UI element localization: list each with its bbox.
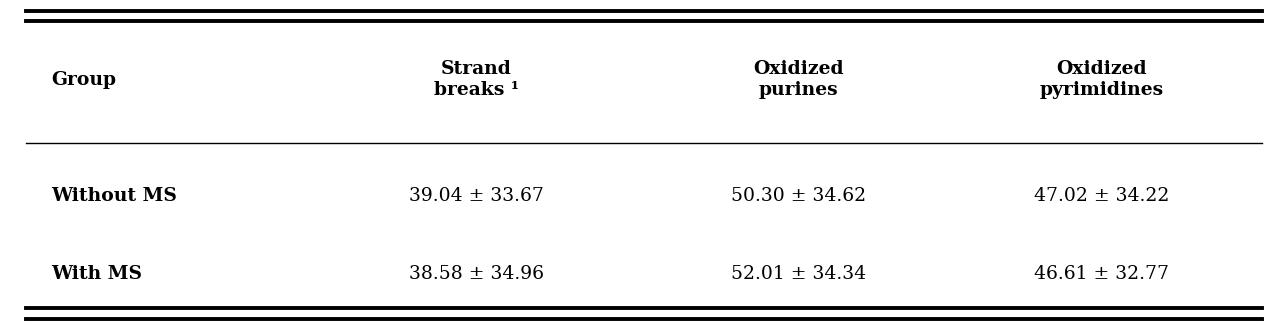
Text: Strand
breaks ¹: Strand breaks ¹: [434, 60, 519, 99]
Text: 39.04 ± 33.67: 39.04 ± 33.67: [410, 186, 544, 205]
Text: 38.58 ± 34.96: 38.58 ± 34.96: [410, 265, 544, 283]
Text: Without MS: Without MS: [52, 186, 178, 205]
Text: Oxidized
purines: Oxidized purines: [753, 60, 844, 99]
Text: 46.61 ± 32.77: 46.61 ± 32.77: [1034, 265, 1168, 283]
Text: Oxidized
pyrimidines: Oxidized pyrimidines: [1039, 60, 1163, 99]
Text: With MS: With MS: [52, 265, 143, 283]
Text: 47.02 ± 34.22: 47.02 ± 34.22: [1033, 186, 1170, 205]
Text: 50.30 ± 34.62: 50.30 ± 34.62: [732, 186, 866, 205]
Text: Group: Group: [52, 71, 116, 89]
Text: 52.01 ± 34.34: 52.01 ± 34.34: [732, 265, 866, 283]
